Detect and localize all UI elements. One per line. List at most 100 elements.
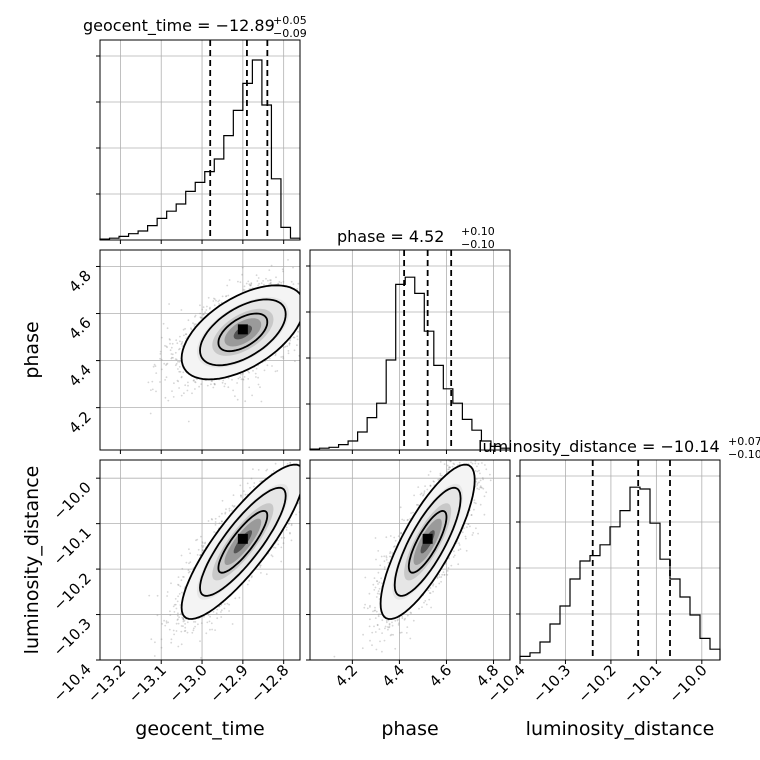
sample-point (236, 398, 239, 401)
sample-point (312, 330, 314, 332)
sample-point (320, 467, 322, 469)
sample-point (182, 371, 185, 374)
sample-point (262, 280, 264, 282)
sample-point (175, 607, 178, 610)
sample-point (213, 383, 216, 385)
sample-point (154, 365, 157, 367)
sample-point (153, 655, 156, 657)
sample-point (225, 295, 227, 298)
sample-point (174, 364, 177, 367)
sample-point (306, 470, 308, 472)
sample-point (199, 554, 202, 556)
sample-point (189, 552, 192, 555)
sample-point (290, 524, 293, 527)
sample-point (311, 290, 313, 292)
sample-point (293, 453, 295, 455)
sample-point (194, 381, 196, 383)
sample-point (194, 621, 197, 623)
sample-point (303, 300, 305, 302)
sample-point (186, 621, 189, 624)
sample-point (306, 500, 308, 502)
sample-point (172, 629, 175, 632)
sample-point (177, 360, 179, 363)
sample-point (184, 327, 187, 330)
sample-point (220, 301, 223, 304)
sample-point (151, 380, 154, 383)
scatter-panel-geocent_time-vs-luminosity_distance (96, 410, 340, 664)
sample-point (322, 439, 324, 441)
sample-point (181, 591, 183, 594)
sample-point (290, 523, 293, 525)
sample-point (190, 327, 192, 330)
density-peak (237, 324, 248, 335)
sample-point (317, 301, 319, 303)
sample-point (202, 306, 205, 308)
sample-point (184, 623, 187, 625)
sample-point (321, 293, 323, 295)
sample-point (270, 554, 273, 557)
sample-point (181, 342, 183, 345)
sample-point (255, 367, 258, 370)
sample-point (220, 609, 223, 612)
sample-point (164, 379, 167, 381)
sample-point (314, 297, 316, 299)
sample-point (187, 571, 190, 574)
sample-point (169, 342, 171, 345)
sample-point (295, 513, 297, 516)
sample-point (156, 594, 159, 597)
sample-point (283, 536, 286, 539)
sample-point (170, 346, 173, 349)
sample-point (222, 379, 225, 382)
sample-point (194, 381, 197, 384)
sample-point (184, 333, 187, 336)
sample-point (206, 305, 208, 308)
sample-point (338, 410, 340, 412)
sample-point (295, 447, 297, 449)
sample-point (178, 348, 180, 351)
sample-point (251, 575, 253, 577)
sample-point (177, 595, 180, 598)
sample-point (176, 342, 179, 345)
sample-point (232, 506, 235, 508)
sample-point (318, 280, 320, 282)
sample-point (169, 349, 172, 352)
sample-point (224, 512, 227, 515)
sample-point (250, 283, 253, 285)
sample-point (282, 346, 285, 349)
sample-point (162, 322, 165, 325)
sample-point (210, 518, 213, 520)
sample-point (305, 459, 307, 461)
sample-point (274, 546, 277, 549)
sample-point (275, 276, 277, 279)
sample-point (221, 512, 223, 515)
sample-point (150, 389, 152, 391)
sample-point (231, 504, 234, 507)
sample-point (201, 544, 203, 547)
sample-point (209, 306, 211, 309)
sample-point (191, 631, 194, 634)
sample-point (299, 454, 301, 456)
sample-point (305, 309, 307, 311)
sample-point (201, 308, 204, 311)
sample-point (302, 299, 304, 301)
sample-point (160, 336, 163, 339)
sample-point (270, 279, 272, 282)
histogram-luminosity_distance (519, 486, 721, 660)
sample-point (306, 301, 308, 303)
sample-point (302, 454, 304, 456)
sample-point (212, 300, 215, 302)
sample-point (227, 377, 230, 380)
sample-point (180, 394, 183, 397)
sample-point (304, 298, 306, 300)
hist-panel-luminosity_distance (516, 459, 721, 664)
sample-point (248, 386, 251, 389)
sample-point (223, 607, 226, 610)
sample-point (199, 304, 201, 307)
sample-point (179, 335, 181, 338)
sample-point (176, 619, 179, 621)
sample-point (311, 306, 313, 308)
sample-point (328, 316, 330, 318)
sample-point (180, 643, 183, 646)
sample-point (326, 272, 328, 274)
sample-point (297, 282, 300, 285)
